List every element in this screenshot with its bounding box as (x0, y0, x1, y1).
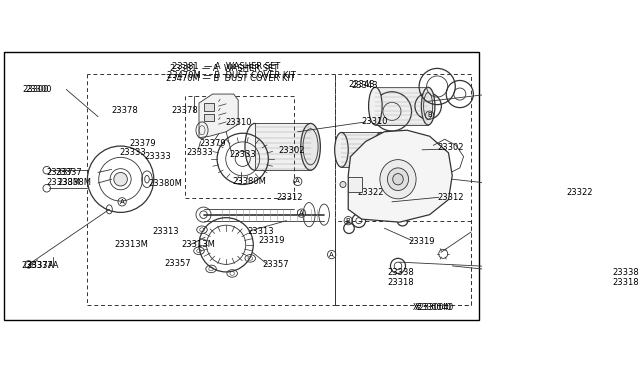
Ellipse shape (335, 132, 348, 167)
Text: 23378: 23378 (172, 106, 198, 115)
Text: 23470M — B  DUST COVER KIT: 23470M — B DUST COVER KIT (166, 74, 295, 83)
Text: 23381  — A  WASHER SET: 23381 — A WASHER SET (172, 62, 280, 71)
Text: 23302: 23302 (437, 143, 464, 152)
Text: B: B (428, 112, 432, 118)
Bar (204, 103, 214, 110)
Text: A: A (120, 199, 125, 205)
Text: 23333: 23333 (145, 152, 172, 161)
Text: 23322: 23322 (567, 187, 593, 196)
Text: 23322: 23322 (357, 187, 383, 197)
Text: A: A (299, 210, 304, 216)
Ellipse shape (393, 174, 403, 185)
Text: 23343: 23343 (351, 81, 378, 90)
Ellipse shape (380, 160, 416, 199)
Text: 23338M: 23338M (47, 179, 81, 187)
Text: 23313M: 23313M (181, 240, 215, 249)
Polygon shape (199, 94, 238, 138)
Text: 23337: 23337 (47, 168, 74, 177)
Text: 23357: 23357 (164, 259, 191, 269)
Ellipse shape (301, 124, 321, 170)
Bar (376, 87, 428, 125)
Text: 23470M — B  DUST COVER KIT: 23470M — B DUST COVER KIT (167, 71, 296, 80)
Ellipse shape (114, 173, 127, 186)
Text: X2330040: X2330040 (415, 303, 454, 312)
Polygon shape (348, 130, 452, 222)
Text: B: B (346, 218, 351, 224)
Text: 23381  — A  WASHER SET: 23381 — A WASHER SET (170, 64, 278, 73)
Text: 23380M: 23380M (148, 179, 182, 188)
Text: 23357: 23357 (262, 260, 289, 269)
Ellipse shape (245, 124, 264, 170)
Ellipse shape (421, 87, 435, 125)
Text: 23378: 23378 (111, 106, 138, 115)
Bar (342, 132, 381, 167)
Text: A: A (330, 251, 334, 257)
Text: 23313: 23313 (247, 227, 274, 236)
Text: 23310: 23310 (226, 118, 252, 126)
Bar (381, 132, 397, 167)
Text: 23379: 23379 (129, 139, 156, 148)
Text: 23333: 23333 (186, 148, 213, 157)
Text: 23380M: 23380M (232, 177, 266, 186)
Text: 23302: 23302 (279, 145, 305, 155)
Text: 23338: 23338 (612, 268, 639, 277)
Text: 23337A: 23337A (26, 262, 59, 270)
Text: 23300: 23300 (26, 85, 52, 94)
Text: 23338: 23338 (387, 268, 413, 277)
Text: 23319: 23319 (258, 236, 285, 245)
Text: A: A (296, 179, 300, 185)
Text: 23338M: 23338M (57, 178, 91, 187)
Text: 23333: 23333 (120, 148, 147, 157)
Bar (204, 113, 214, 121)
Text: X2330040: X2330040 (412, 303, 452, 312)
Text: 23313: 23313 (152, 227, 179, 236)
Text: 23337A: 23337A (21, 261, 54, 270)
Text: 23300: 23300 (22, 85, 49, 94)
Text: 23333: 23333 (229, 150, 256, 159)
Ellipse shape (340, 182, 346, 187)
Ellipse shape (369, 87, 382, 125)
Ellipse shape (387, 168, 408, 190)
Text: 23313M: 23313M (115, 240, 148, 249)
Text: 23310: 23310 (362, 118, 388, 126)
Text: 23312: 23312 (437, 193, 464, 202)
Text: 23318: 23318 (612, 278, 639, 287)
Text: 23337: 23337 (56, 168, 82, 177)
Text: 23312: 23312 (276, 193, 303, 202)
Text: 23319: 23319 (408, 237, 435, 246)
Text: 23318: 23318 (388, 278, 415, 287)
Text: 23343: 23343 (348, 80, 375, 90)
Ellipse shape (391, 132, 400, 167)
Bar (255, 124, 310, 170)
Text: 23379: 23379 (200, 138, 227, 148)
Bar (348, 177, 362, 192)
Ellipse shape (374, 132, 387, 167)
